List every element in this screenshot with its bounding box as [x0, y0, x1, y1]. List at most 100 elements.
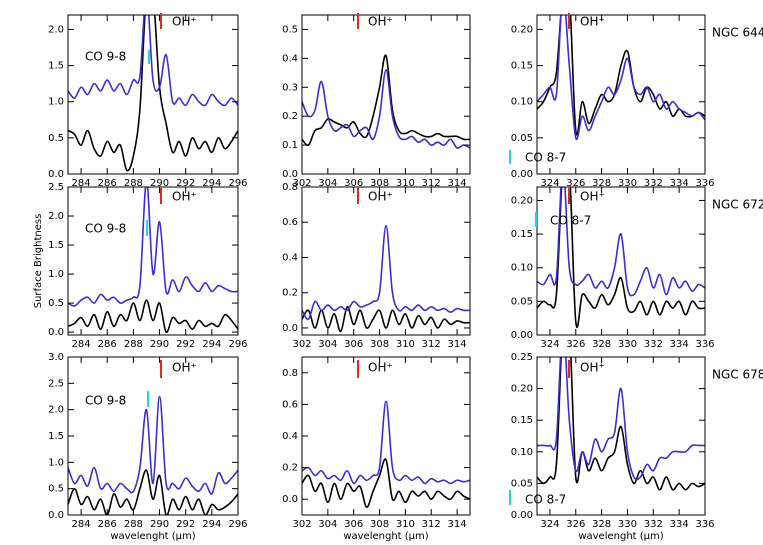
x-tick-label: 308 [370, 519, 389, 530]
x-tick-label: 306 [344, 519, 363, 530]
annotation: OH⁺ [368, 361, 393, 375]
x-tick-label: 302 [292, 178, 311, 189]
x-tick-label: 328 [592, 178, 611, 189]
y-tick-label: 0.20 [511, 24, 533, 35]
x-tick-label: 310 [396, 519, 415, 530]
x-tick-label: 294 [202, 339, 221, 350]
x-tick-label: 328 [592, 339, 611, 350]
spectrum-line [302, 306, 470, 333]
plot-frame [67, 186, 239, 336]
x-tick-label: 284 [72, 339, 91, 350]
x-tick-label: 308 [370, 339, 389, 350]
y-tick-label: 0.2 [282, 111, 298, 122]
y-tick-label: 0.5 [48, 484, 64, 495]
annotation: OH⁺ [172, 190, 197, 204]
y-tick-label: 2.5 [48, 378, 64, 389]
x-tick-label: 284 [72, 519, 91, 530]
spectrum-line [537, 357, 705, 491]
y-tick-label: 0.4 [282, 431, 298, 442]
x-tick-label: 306 [344, 339, 363, 350]
x-tick-label: 334 [670, 178, 689, 189]
x-tick-label: 312 [422, 339, 441, 350]
annotation: CO 9-8 [85, 50, 126, 64]
x-tick-label: 294 [202, 519, 221, 530]
x-tick-label: 334 [670, 519, 689, 530]
y-tick-label: 2.0 [48, 211, 64, 222]
y-tick-label: 0.00 [511, 510, 533, 521]
y-tick-label: 0.8 [282, 182, 298, 193]
x-axis-label: wavelenght (μm) [343, 531, 428, 542]
x-tick-label: 324 [540, 178, 559, 189]
spectrum-line [68, 187, 238, 307]
y-tick-label: 1.0 [48, 97, 64, 108]
annotation: CO 9-8 [85, 222, 126, 236]
y-tick-label: 0.05 [511, 296, 533, 307]
x-tick-label: 312 [422, 178, 441, 189]
spectrum-line [537, 357, 705, 481]
plot-frame [536, 14, 706, 175]
x-tick-label: 296 [228, 339, 247, 350]
x-tick-label: 330 [618, 339, 637, 350]
plot-frame [301, 356, 471, 516]
x-tick-label: 336 [695, 178, 714, 189]
y-tick-label: 0.00 [511, 169, 533, 180]
y-tick-label: 0.0 [282, 169, 298, 180]
annotation: OH⁺ [368, 190, 393, 204]
y-tick-label: 1.5 [48, 431, 64, 442]
x-tick-label: 286 [98, 339, 117, 350]
y-tick-label: 0.6 [282, 217, 298, 228]
spectrum-line [68, 15, 238, 172]
spectrum-line [537, 187, 705, 328]
spectrum-line [68, 395, 238, 495]
y-tick-label: 0.5 [48, 133, 64, 144]
x-axis-label: wavelenght (μm) [578, 531, 663, 542]
x-tick-label: 284 [72, 178, 91, 189]
x-tick-label: 292 [176, 178, 195, 189]
x-tick-label: 314 [448, 339, 467, 350]
x-tick-label: 336 [695, 339, 714, 350]
x-tick-label: 296 [228, 519, 247, 530]
y-tick-label: 3.0 [48, 352, 64, 363]
x-tick-label: 286 [98, 519, 117, 530]
spectrum-line [302, 458, 470, 508]
plot-frame [301, 14, 471, 175]
x-tick-label: 290 [150, 339, 169, 350]
x-tick-label: 326 [566, 339, 585, 350]
spectrum-line [537, 187, 705, 297]
x-tick-label: 290 [150, 178, 169, 189]
y-tick-label: 0.4 [282, 252, 298, 263]
x-axis-label: wavelenght (μm) [110, 531, 195, 542]
x-tick-label: 292 [176, 339, 195, 350]
y-tick-label: 0.15 [511, 61, 533, 72]
x-tick-label: 288 [124, 178, 143, 189]
spectrum-line [68, 469, 238, 515]
y-tick-label: 0.0 [48, 510, 64, 521]
x-tick-label: 314 [448, 519, 467, 530]
x-tick-label: 296 [228, 178, 247, 189]
spectrum-line [302, 69, 470, 149]
x-tick-label: 332 [644, 339, 663, 350]
y-tick-label: 0.0 [282, 494, 298, 505]
x-tick-label: 306 [344, 178, 363, 189]
object-label: NGC 6445 [712, 26, 763, 40]
x-tick-label: 302 [292, 339, 311, 350]
x-tick-label: 310 [396, 339, 415, 350]
y-tick-label: 1.5 [48, 61, 64, 72]
x-tick-label: 294 [202, 178, 221, 189]
y-tick-label: 2.0 [48, 24, 64, 35]
y-tick-label: 1.5 [48, 240, 64, 251]
annotation: OH⁺ [580, 190, 605, 204]
x-tick-label: 302 [292, 519, 311, 530]
spectrum-line [537, 15, 705, 136]
x-tick-label: 304 [318, 339, 337, 350]
y-tick-label: 0.6 [282, 399, 298, 410]
x-tick-label: 332 [644, 178, 663, 189]
spectrum-line [68, 299, 238, 334]
annotation: OH⁺ [172, 15, 197, 29]
y-tick-label: 0.0 [48, 327, 64, 338]
plot-frame [67, 14, 239, 175]
plot-frame [536, 356, 706, 516]
y-tick-label: 0.4 [282, 53, 298, 64]
